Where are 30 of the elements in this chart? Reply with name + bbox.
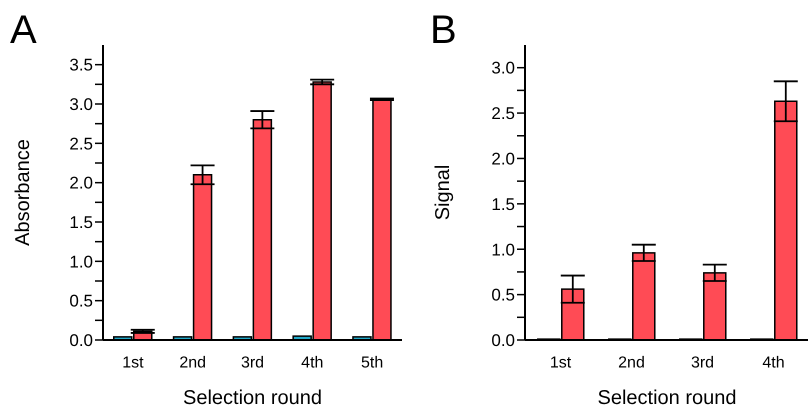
y-tick-label: 3.5 [69, 56, 93, 75]
x-tick-label: 1st [550, 354, 572, 372]
y-tick-label: 0.0 [69, 331, 93, 350]
x-tick-label: 3rd [240, 354, 264, 372]
y-tick-label: 0.5 [491, 286, 515, 305]
y-axis-title: Signal [432, 164, 454, 220]
y-tick-label: 1.0 [491, 240, 515, 260]
y-tick-label: 1.0 [69, 252, 93, 272]
x-tick-label: 2nd [179, 354, 206, 372]
y-tick-label: 1.5 [69, 213, 93, 232]
y-tick-label: 2.0 [69, 174, 93, 193]
y-axis-title: Absorbance [12, 139, 34, 246]
x-axis-title: Selection round [183, 387, 322, 409]
y-tick-label: 2.0 [491, 149, 515, 168]
x-tick-label: 4th [301, 354, 324, 372]
y-tick-label: 0.0 [491, 331, 515, 350]
y-tick-label: 3.0 [491, 58, 515, 78]
x-tick-label: 1st [122, 354, 144, 372]
chart-title: B [430, 8, 457, 52]
y-tick-label: 1.5 [491, 194, 515, 214]
y-tick-label: 2.5 [491, 104, 515, 124]
y-tick-label: 3.0 [69, 95, 93, 114]
x-tick-label: 3rd [690, 354, 714, 372]
y-tick-label: 0.5 [69, 292, 93, 311]
x-tick-label: 5th [360, 354, 384, 372]
y-tick-label: 2.5 [69, 134, 93, 154]
x-tick-label: 2nd [618, 354, 645, 372]
x-tick-label: 4th [762, 354, 785, 372]
chart-title: A [10, 8, 37, 52]
x-axis-title: Selection round [598, 387, 736, 409]
